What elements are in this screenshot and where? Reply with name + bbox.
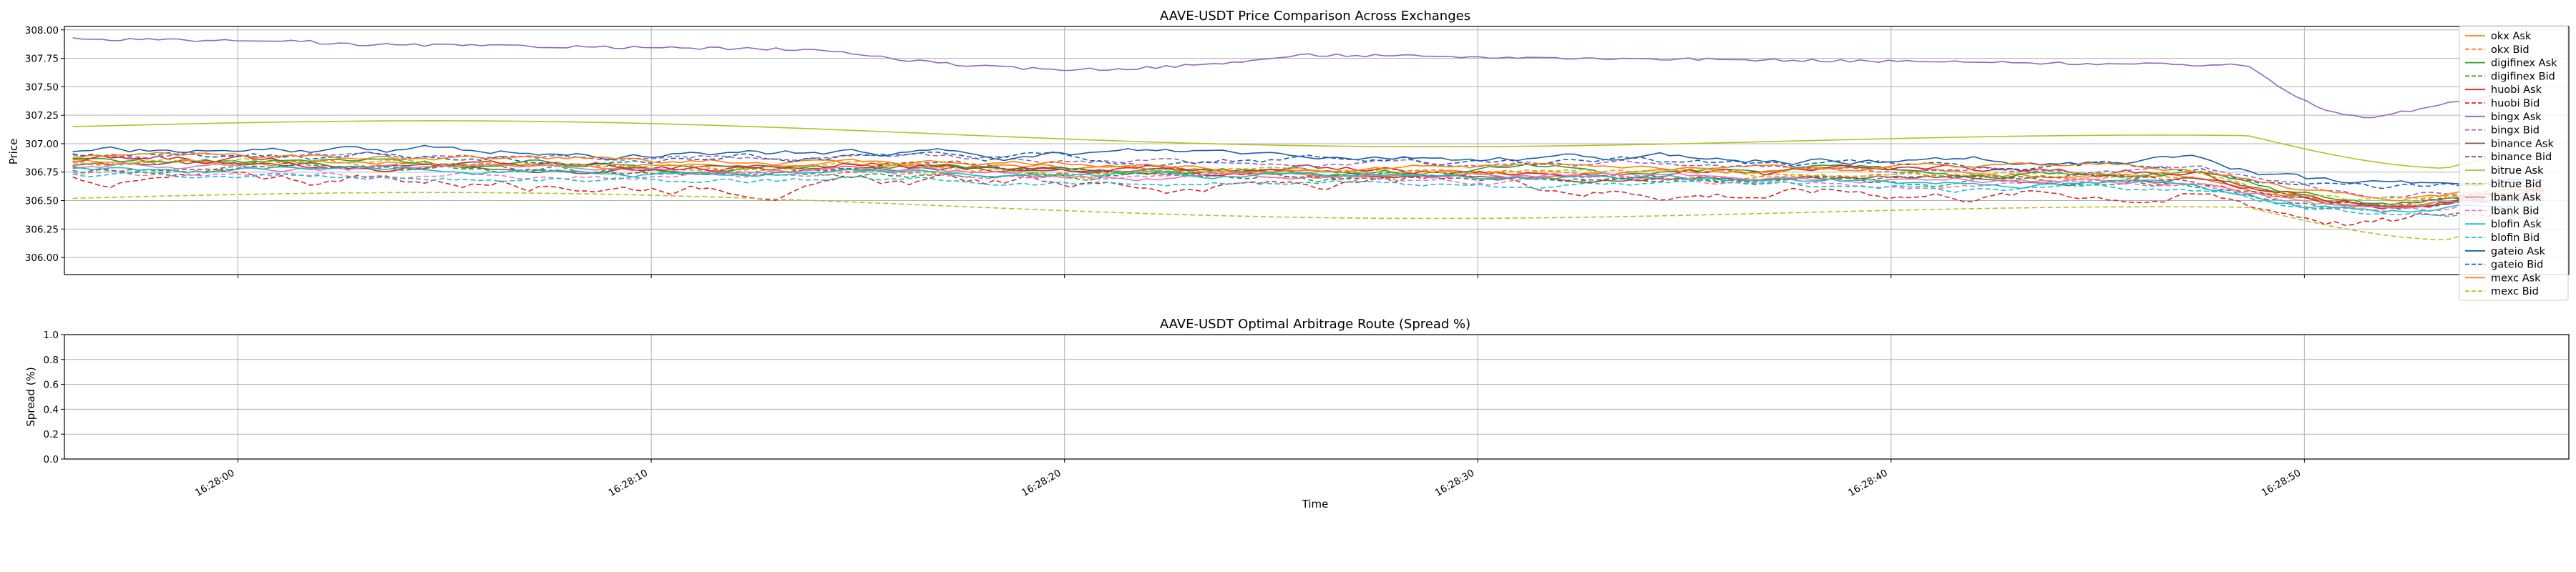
- price-y-tick-label: 307.75: [25, 54, 59, 65]
- legend-entry: digifinex Ask: [2491, 58, 2557, 69]
- price-y-tick-label: 306.25: [25, 224, 59, 235]
- legend-entry: bitrue Ask: [2491, 165, 2544, 177]
- spread-y-tick-label: 0.0: [44, 454, 59, 465]
- series-line-bitrue-bid: [72, 192, 2545, 241]
- spread-y-tick-label: 1.0: [44, 330, 59, 341]
- legend: okx Ask okx Bid digifinex Ask digifinex Bid…: [2459, 25, 2569, 301]
- price-y-tick-label: 306.75: [25, 167, 59, 179]
- price-y-tick-label: 307.00: [25, 139, 59, 150]
- series-line-binance-bid: [72, 160, 2545, 207]
- spread-y-tick-label: 0.8: [44, 355, 59, 366]
- spread-x-tick-label: 16:28:50: [2260, 468, 2303, 499]
- spread-x-tick-label: 16:28:30: [1433, 468, 1477, 499]
- price-chart-series: [72, 37, 2545, 241]
- spread-x-tick-label: 16:28:00: [193, 468, 237, 499]
- spread-chart-y-label: Spread (%): [24, 367, 37, 427]
- spread-chart-x-ticks: 16:28:00 16:28:10 16:28:20 16:28:30 16:28:40…: [193, 459, 2305, 499]
- spread-chart-x-label: Time: [1302, 498, 1329, 511]
- series-line-bingx-ask: [72, 37, 2545, 119]
- price-y-tick-label: 306.00: [25, 252, 59, 264]
- legend-entry: mexc Ask: [2491, 272, 2541, 284]
- series-line-gateio-ask: [72, 144, 2545, 187]
- spread-chart-y-ticks: 0.0 0.2 0.4 0.6 0.8 1.0: [44, 330, 64, 465]
- spread-x-tick-label: 16:28:40: [1846, 468, 1890, 499]
- legend-entry: binance Bid: [2491, 152, 2552, 163]
- series-line-blofin-ask: [72, 165, 2545, 214]
- series-line-blofin-bid: [72, 169, 2545, 217]
- series-line-mexc-ask: [72, 152, 2545, 202]
- price-chart-x-ticks: [238, 275, 2305, 278]
- price-y-tick-label: 308.00: [25, 25, 59, 36]
- price-y-tick-label: 306.50: [25, 196, 59, 207]
- price-chart-title: AAVE-USDT Price Comparison Across Exchan…: [1160, 9, 1470, 24]
- legend-entry: mexc Bid: [2491, 286, 2539, 297]
- legend-entry: bitrue Bid: [2491, 179, 2542, 190]
- legend-entry: digifinex Bid: [2491, 71, 2555, 82]
- legend-entry: okx Bid: [2491, 44, 2529, 56]
- legend-entry: huobi Ask: [2491, 84, 2542, 96]
- price-chart-frame: [64, 26, 2570, 275]
- legend-entry: gateio Bid: [2491, 260, 2543, 271]
- legend-entry: lbank Ask: [2491, 192, 2542, 204]
- series-line-lbank-ask: [72, 162, 2545, 209]
- legend-entry: bingx Bid: [2491, 125, 2540, 137]
- legend-entry: lbank Bid: [2491, 205, 2540, 217]
- spread-x-tick-label: 16:28:10: [607, 468, 650, 499]
- legend-entry: bingx Ask: [2491, 112, 2542, 123]
- series-line-lbank-bid: [72, 170, 2545, 212]
- legend-entry: okx Ask: [2491, 31, 2532, 42]
- spread-y-tick-label: 0.4: [44, 404, 59, 415]
- legend-entry: binance Ask: [2491, 138, 2554, 149]
- legend-entry: huobi Bid: [2491, 98, 2540, 109]
- series-line-mexc-bid: [72, 157, 2545, 201]
- legend-entry: blofin Ask: [2491, 219, 2542, 230]
- price-chart-y-label: Price: [7, 139, 20, 165]
- price-y-tick-label: 307.50: [25, 82, 59, 93]
- spread-chart-frame: [64, 334, 2570, 460]
- price-y-tick-label: 307.25: [25, 110, 59, 122]
- series-line-huobi-bid: [72, 167, 2545, 226]
- series-line-binance-ask: [72, 159, 2545, 209]
- spread-chart-grid: [64, 334, 2569, 460]
- legend-entry: gateio Ask: [2491, 246, 2546, 257]
- series-line-bitrue-ask: [72, 120, 2545, 169]
- price-chart-grid: [64, 26, 2569, 275]
- legend-box: [2459, 25, 2569, 301]
- price-chart: AAVE-USDT Price Comparison Across Exchan…: [7, 9, 2570, 301]
- legend-entry: blofin Bid: [2491, 232, 2540, 244]
- spread-x-tick-label: 16:28:20: [1020, 468, 1063, 499]
- series-line-bingx-bid: [72, 151, 2545, 199]
- spread-chart-title: AAVE-USDT Optimal Arbitrage Route (Sprea…: [1160, 317, 1470, 332]
- spread-y-tick-label: 0.6: [44, 380, 59, 391]
- series-line-digifinex-bid: [72, 160, 2545, 210]
- spread-y-tick-label: 0.2: [44, 429, 59, 440]
- price-chart-y-ticks: 306.00 306.25 306.50 306.75 307.00 307.25 307.…: [25, 25, 64, 264]
- spread-chart: AAVE-USDT Optimal Arbitrage Route (Sprea…: [24, 317, 2570, 511]
